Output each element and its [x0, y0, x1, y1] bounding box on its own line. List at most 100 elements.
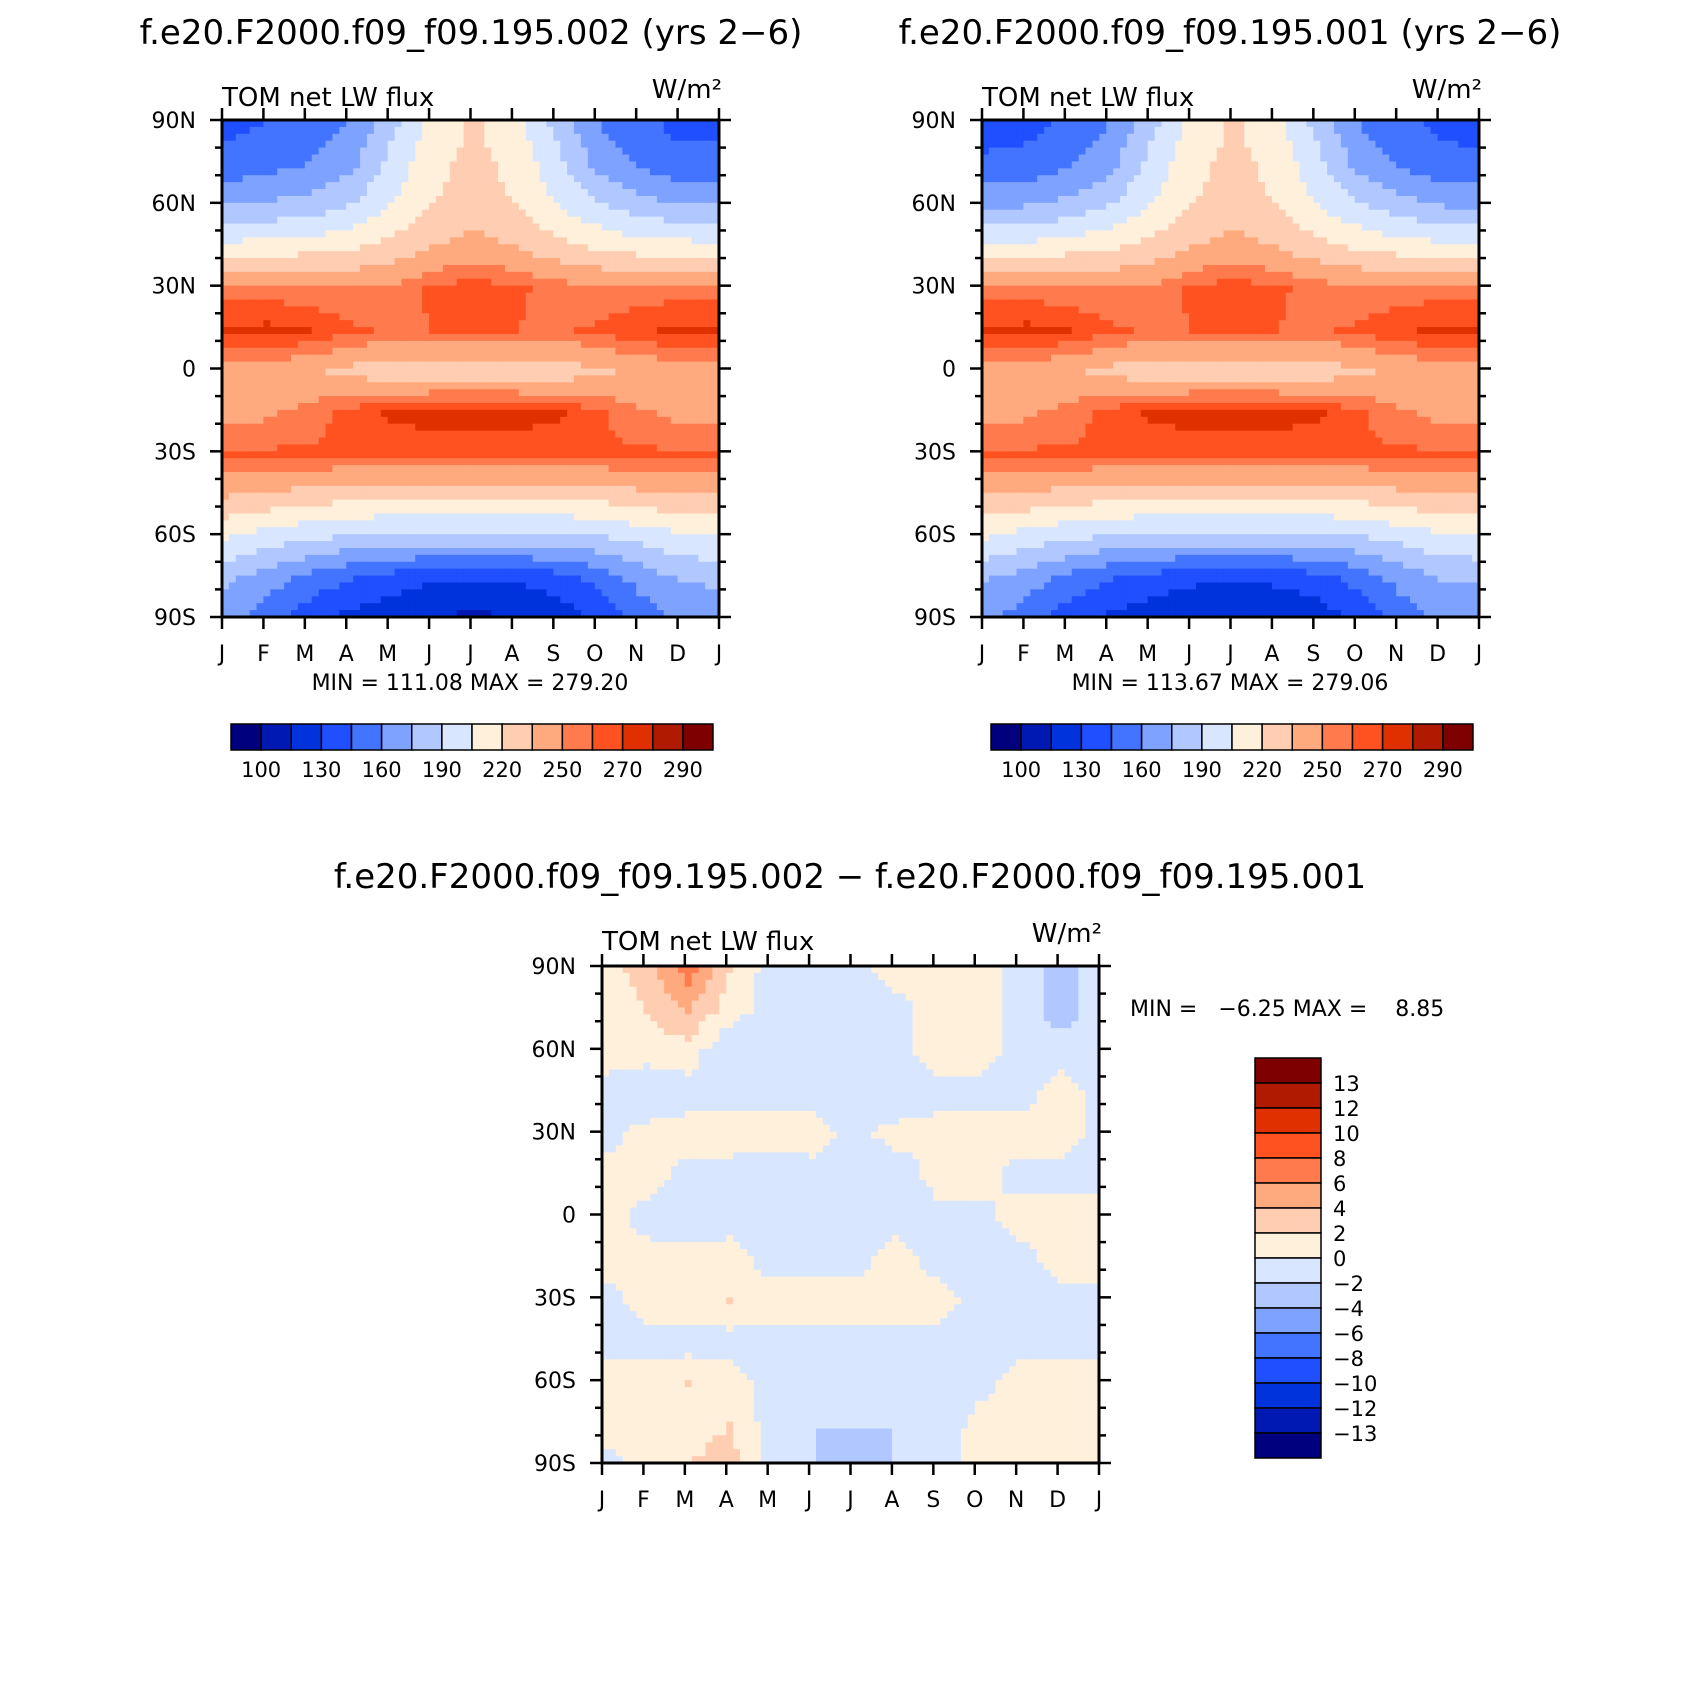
field-cell: [580, 347, 589, 356]
field-cell: [256, 230, 265, 238]
field-cell: [677, 313, 686, 321]
field-cell: [608, 534, 617, 542]
field-cell: [311, 147, 320, 156]
field-cell: [277, 375, 285, 383]
field-cell: [366, 430, 375, 439]
field-cell: [242, 154, 251, 163]
field-cell: [491, 126, 499, 135]
field-cell: [235, 582, 244, 590]
field-cell: [463, 499, 472, 508]
field-cell: [422, 209, 430, 218]
field-cell: [712, 437, 720, 446]
field-cell: [284, 216, 292, 225]
field-cell: [394, 513, 403, 521]
field-cell: [698, 368, 706, 376]
field-cell: [505, 354, 513, 363]
field-cell: [656, 492, 665, 501]
field-cell: [691, 389, 699, 397]
field-cell: [284, 292, 292, 301]
field-cell: [429, 147, 437, 156]
field-cell: [580, 361, 589, 370]
field-cell: [712, 520, 720, 528]
field-cell: [228, 126, 237, 135]
field-cell: [656, 140, 665, 149]
field-cell: [366, 258, 375, 266]
field-cell: [580, 554, 589, 563]
field-cell: [670, 368, 679, 376]
field-cell: [615, 161, 623, 169]
field-cell: [325, 327, 334, 335]
field-cell: [429, 561, 437, 570]
field-cell: [360, 147, 368, 156]
field-cell: [339, 285, 347, 294]
field-cell: [511, 513, 520, 521]
field-cell: [670, 154, 679, 163]
field-cell: [284, 403, 292, 411]
field-cell: [373, 140, 382, 149]
field-cell: [511, 278, 520, 287]
field-cell: [242, 485, 251, 494]
field-cell: [643, 278, 651, 287]
field-cell: [325, 223, 334, 232]
field-cell: [435, 403, 444, 411]
field-cell: [353, 437, 361, 446]
field-cell: [401, 175, 409, 183]
field-cell: [304, 161, 313, 169]
field-cell: [580, 409, 589, 418]
field-cell: [705, 147, 713, 156]
field-cell: [435, 264, 444, 273]
field-cell: [435, 361, 444, 370]
field-cell: [587, 327, 596, 335]
field-cell: [608, 582, 617, 590]
field-cell: [284, 347, 292, 356]
field-cell: [518, 230, 527, 238]
field-cell: [256, 582, 265, 590]
field-cell: [373, 554, 382, 563]
field-cell: [663, 568, 672, 577]
field-cell: [291, 175, 299, 183]
field-cell: [360, 202, 368, 211]
field-cell: [339, 320, 347, 328]
field-cell: [318, 251, 327, 259]
field-cell: [401, 534, 409, 542]
field-cell: [532, 333, 541, 342]
field-cell: [677, 403, 686, 411]
field-cell: [353, 285, 361, 294]
field-cell: [394, 320, 403, 328]
field-cell: [256, 492, 265, 501]
field-cell: [297, 416, 306, 425]
field-cell: [511, 403, 520, 411]
field-cell: [629, 126, 637, 135]
field-cell: [435, 568, 444, 577]
field-cell: [222, 361, 230, 370]
field-cell: [670, 147, 679, 156]
field-cell: [636, 423, 644, 432]
field-cell: [656, 347, 665, 356]
field-cell: [560, 333, 568, 342]
field-cell: [656, 292, 665, 301]
field-cell: [366, 292, 375, 301]
field-cell: [505, 375, 513, 383]
field-cell: [449, 327, 458, 335]
field-cell: [332, 347, 340, 356]
field-cell: [463, 285, 472, 294]
field-cell: [442, 133, 451, 142]
field-cell: [511, 561, 520, 570]
field-cell: [567, 451, 575, 459]
field-cell: [539, 541, 548, 549]
field-cell: [429, 465, 437, 473]
field-cell: [567, 154, 575, 163]
field-cell: [435, 423, 444, 432]
field-cell: [580, 285, 589, 294]
field-cell: [353, 299, 361, 307]
field-cell: [608, 161, 617, 169]
field-cell: [263, 403, 271, 411]
field-cell: [511, 347, 520, 356]
field-cell: [304, 285, 313, 294]
field-cell: [491, 513, 499, 521]
field-cell: [470, 168, 478, 176]
field-cell: [705, 396, 713, 404]
field-cell: [498, 340, 506, 349]
field-cell: [580, 216, 589, 225]
